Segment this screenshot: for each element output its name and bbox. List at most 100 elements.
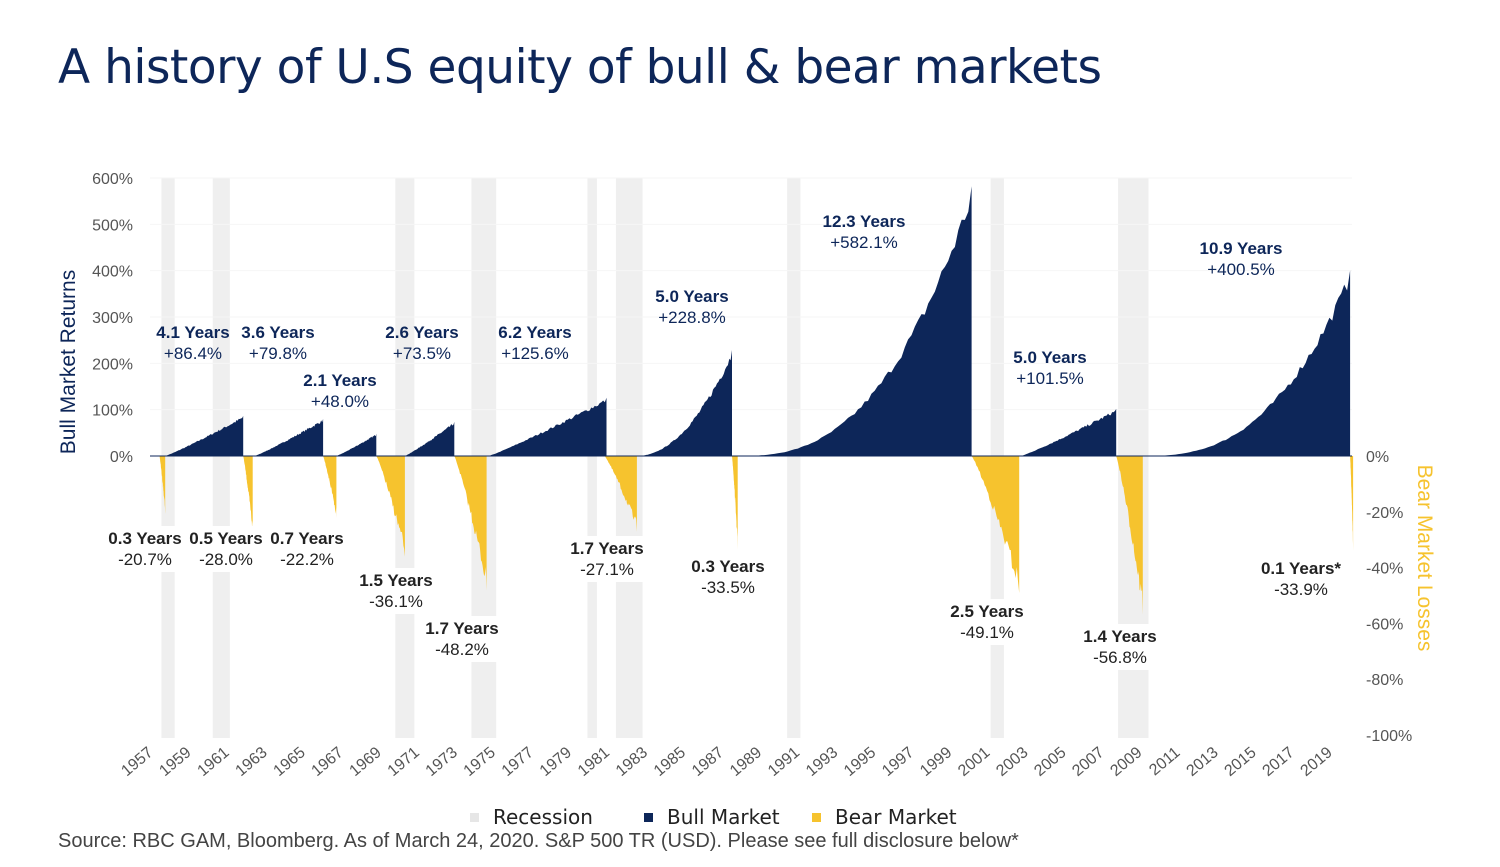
- x-tick-label: 2011: [1146, 744, 1183, 779]
- bear-market-area: [323, 456, 337, 518]
- bear-loss-label: -36.1%: [369, 592, 423, 611]
- bear-label-background: [684, 554, 772, 600]
- chart-title: A history of U.S equity of bull & bear m…: [58, 40, 1102, 95]
- y-left-tick-label: 600%: [92, 171, 133, 188]
- x-tick-label: 1987: [689, 744, 727, 780]
- x-tick-label: 2003: [993, 744, 1031, 780]
- bear-market-area: [732, 456, 738, 550]
- bear-market-area: [1350, 456, 1354, 551]
- x-tick-label: 1997: [879, 744, 917, 780]
- bear-market-area: [243, 456, 253, 535]
- legend-swatch-recession: [470, 813, 479, 822]
- y-right-tick-label: 0%: [1366, 449, 1389, 466]
- bull-market-area: [336, 433, 377, 456]
- bear-label-background: [1076, 624, 1164, 670]
- x-tick-label: 1979: [537, 744, 575, 780]
- bear-market-area: [376, 456, 405, 557]
- bull-duration-label: 5.0 Years: [1013, 348, 1086, 367]
- x-tick-label: 1961: [194, 744, 232, 780]
- bull-return-label: +79.8%: [249, 344, 307, 363]
- bear-duration-label: 0.3 Years: [108, 529, 181, 548]
- x-tick-label: 1971: [385, 744, 423, 780]
- bull-market-area: [488, 397, 607, 456]
- bear-loss-label: -33.5%: [701, 578, 755, 597]
- bear-label-background: [263, 526, 351, 572]
- x-tick-label: 2009: [1107, 744, 1145, 780]
- bull-market-area: [636, 350, 732, 456]
- bull-duration-label: 3.6 Years: [241, 323, 314, 342]
- x-tick-label: 1959: [156, 744, 194, 780]
- bear-label-background: [943, 599, 1031, 645]
- x-tick-label: 1991: [765, 744, 803, 780]
- bear-loss-label: -49.1%: [960, 623, 1014, 642]
- bull-market-area: [1021, 409, 1117, 456]
- bear-loss-label: -33.9%: [1274, 580, 1328, 599]
- bull-return-label: +86.4%: [164, 344, 222, 363]
- bear-duration-label: 0.1 Years*: [1261, 559, 1341, 578]
- bull-duration-label: 10.9 Years: [1200, 239, 1283, 258]
- x-tick-label: 1983: [613, 744, 651, 780]
- bear-label-background: [352, 568, 440, 614]
- x-axis: 1957 1959 1961 1963 1965 1967 1969 1971 1973 1975…: [118, 744, 1335, 780]
- y-left-tick-label: 0%: [110, 449, 133, 466]
- x-tick-label: 2017: [1259, 744, 1297, 780]
- bull-duration-label: 5.0 Years: [655, 287, 728, 306]
- y-right-tick-label: -60%: [1366, 616, 1403, 633]
- y-left-tick-label: 100%: [92, 403, 133, 420]
- bear-label-background: [182, 526, 270, 572]
- x-tick-label: 2013: [1183, 744, 1221, 780]
- x-tick-label: 2019: [1298, 744, 1336, 780]
- bear-duration-label: 1.4 Years: [1083, 627, 1156, 646]
- x-tick-label: 1981: [575, 744, 613, 780]
- y-left-tick-label: 400%: [92, 264, 133, 281]
- bear-loss-label: -48.2%: [435, 640, 489, 659]
- bull-market-area: [404, 421, 455, 456]
- bear-duration-label: 0.5 Years: [189, 529, 262, 548]
- bear-loss-label: -20.7%: [118, 550, 172, 569]
- x-tick-label: 2007: [1069, 744, 1107, 780]
- x-tick-label: 2015: [1221, 744, 1259, 780]
- legend-label-bull: Bull Market: [667, 805, 780, 829]
- bear-duration-label: 2.5 Years: [950, 602, 1023, 621]
- bull-return-label: +73.5%: [393, 344, 451, 363]
- bear-label-background: [418, 616, 506, 662]
- y-axis-right: 0% -20% -40% -60% -80% -100%: [1366, 449, 1412, 745]
- source-note: Source: RBC GAM, Bloomberg. As of March …: [58, 830, 1019, 852]
- y-left-tick-label: 300%: [92, 310, 133, 327]
- bear-duration-label: 1.7 Years: [570, 539, 643, 558]
- y-right-tick-label: -20%: [1366, 505, 1403, 522]
- y-axis-left-title: Bull Market Returns: [57, 270, 80, 454]
- x-tick-label: 1963: [232, 744, 270, 780]
- bull-return-label: +48.0%: [311, 392, 369, 411]
- bull-market-area: [737, 186, 972, 457]
- bear-label-background: [563, 536, 651, 582]
- bear-market-area: [454, 456, 487, 591]
- x-tick-label: 2001: [955, 744, 993, 780]
- bear-loss-label: -22.2%: [280, 550, 334, 569]
- bull-market-area: [254, 419, 324, 456]
- bear-market-area: [971, 456, 1020, 593]
- x-tick-label: 1989: [727, 744, 765, 780]
- x-tick-label: 1995: [841, 744, 879, 780]
- bear-loss-label: -27.1%: [580, 560, 634, 579]
- bear-duration-label: 0.3 Years: [691, 557, 764, 576]
- bull-return-label: +125.6%: [501, 344, 569, 363]
- bear-market-area: [604, 456, 637, 532]
- bear-duration-label: 1.5 Years: [359, 571, 432, 590]
- bear-market-area: [1116, 456, 1143, 615]
- x-tick-label: 1967: [309, 744, 347, 780]
- x-tick-label: 1977: [499, 744, 537, 780]
- bull-duration-label: 6.2 Years: [498, 323, 571, 342]
- bear-loss-label: -56.8%: [1093, 648, 1147, 667]
- bull-return-label: +228.8%: [658, 308, 726, 327]
- x-tick-label: 1985: [651, 744, 689, 780]
- x-tick-label: 1965: [271, 744, 309, 780]
- bull-duration-label: 2.6 Years: [385, 323, 458, 342]
- x-tick-label: 2005: [1031, 744, 1069, 780]
- y-right-tick-label: -40%: [1366, 561, 1403, 578]
- bull-duration-label: 4.1 Years: [156, 323, 229, 342]
- bull-return-label: +400.5%: [1207, 260, 1275, 279]
- recession-band: [161, 178, 175, 738]
- x-tick-label: 1969: [347, 744, 385, 780]
